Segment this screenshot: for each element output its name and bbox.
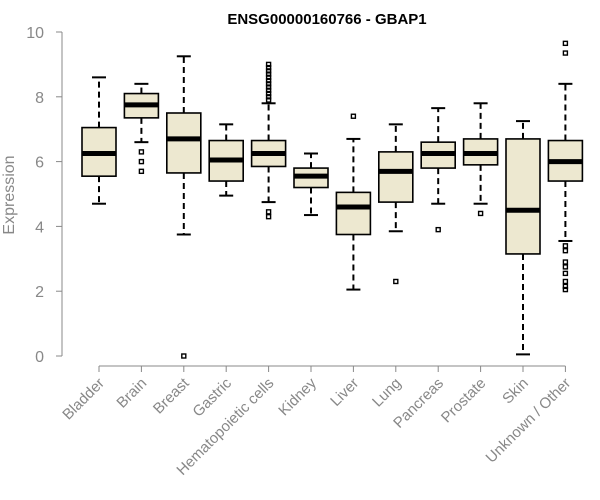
box-group-hematopoietic-cells — [250, 61, 287, 220]
outlier-point — [265, 90, 272, 97]
box-group-brain — [123, 82, 160, 175]
outlier-point — [562, 50, 569, 56]
boxes — [81, 40, 584, 359]
chart-title: ENSG00000160766 - GBAP1 — [227, 11, 426, 28]
box-group-liver — [335, 113, 372, 291]
box-group-unknown-other — [547, 40, 584, 293]
box-group-prostate — [462, 102, 499, 217]
y-tick-label: 2 — [35, 284, 44, 301]
x-tick-label: Prostate — [438, 375, 490, 427]
x-tick-label: Bladder — [59, 375, 108, 424]
outlier-point — [562, 243, 569, 249]
outlier-point — [181, 353, 187, 359]
box-group-kidney — [293, 152, 329, 217]
box-group-lung — [377, 123, 414, 285]
iqr-box — [335, 191, 372, 236]
x-tick-label: Brain — [113, 375, 150, 412]
outlier-point — [265, 81, 272, 87]
x-tick-label: Lung — [369, 375, 405, 411]
outlier-point — [265, 87, 272, 94]
outlier-point — [562, 264, 569, 270]
outlier-point — [350, 113, 357, 119]
outlier-point — [562, 283, 569, 290]
outlier-point — [265, 97, 272, 103]
outlier-point — [138, 149, 145, 155]
outlier-point — [265, 84, 272, 90]
box-group-skin — [505, 120, 541, 356]
outlier-point — [562, 270, 569, 277]
outlier-point — [265, 68, 272, 74]
outlier-point — [265, 74, 272, 81]
box-group-breast — [166, 55, 202, 359]
y-tick-label: 4 — [35, 219, 44, 236]
outlier-point — [562, 278, 569, 285]
y-tick-label: 10 — [26, 25, 44, 42]
box-group-gastric — [208, 123, 244, 197]
outlier-point — [265, 64, 272, 71]
x-tick-label: Kidney — [275, 374, 320, 419]
y-tick-label: 0 — [35, 349, 44, 366]
outlier-point — [265, 61, 272, 68]
box-group-pancreas — [420, 107, 457, 233]
outlier-point — [138, 158, 145, 165]
iqr-box — [505, 138, 541, 255]
outlier-point — [265, 94, 272, 100]
outlier-point — [265, 213, 272, 220]
outlier-point — [265, 77, 272, 84]
y-tick-label: 8 — [35, 90, 44, 107]
y-axis-label: Expression — [1, 155, 18, 234]
iqr-box — [166, 112, 202, 174]
x-tick-label: Liver — [327, 375, 362, 410]
box-group-bladder — [81, 76, 117, 205]
outlier-point — [265, 71, 272, 77]
iqr-box — [377, 151, 414, 203]
outlier-point — [393, 278, 399, 285]
outlier-point — [477, 210, 484, 217]
x-tick-label: Skin — [499, 375, 532, 408]
outlier-point — [435, 226, 441, 233]
outlier-point — [562, 40, 569, 47]
x-tick-label: Breast — [150, 374, 193, 417]
outlier-point — [562, 286, 569, 293]
outlier-point — [138, 168, 145, 175]
outlier-point — [562, 247, 569, 254]
outlier-point — [562, 259, 569, 265]
outlier-point — [265, 209, 272, 215]
y-tick-label: 6 — [35, 155, 44, 172]
y-axis: 0 2 4 6 8 10 — [26, 25, 63, 366]
